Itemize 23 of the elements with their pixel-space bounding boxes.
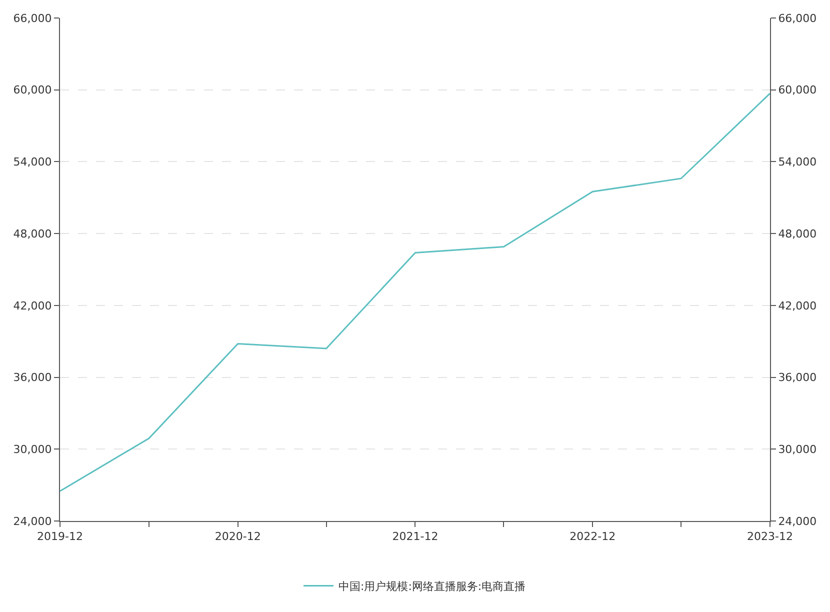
y2-tick-label: 66,000 xyxy=(778,12,817,25)
x-tick-label: 2023-12 xyxy=(747,530,793,544)
y-tick-label: 24,000 xyxy=(13,514,52,528)
y2-tick-label: 30,000 xyxy=(778,442,817,456)
y2-tick-label: 54,000 xyxy=(778,156,817,169)
x-tick-label: 2019-12 xyxy=(37,530,83,544)
y-tick-label: 36,000 xyxy=(13,371,52,384)
y-tick-label: 54,000 xyxy=(13,156,52,169)
line-series xyxy=(60,92,770,492)
y-tick-label: 30,000 xyxy=(13,442,52,456)
x-tick-label: 2020-12 xyxy=(214,530,261,544)
y-tick-label: 66,000 xyxy=(13,12,52,25)
y-tick-label: 42,000 xyxy=(13,299,52,312)
y2-tick-label: 42,000 xyxy=(778,299,817,312)
y2-tick-label: 36,000 xyxy=(778,371,817,384)
y2-tick-label: 24,000 xyxy=(778,514,817,528)
x-tick-label: 2021-12 xyxy=(392,530,438,544)
y2-tick-label: 60,000 xyxy=(778,84,817,97)
x-tick-label: 2022-12 xyxy=(570,530,616,544)
y-tick-label: 60,000 xyxy=(13,84,52,97)
legend-label: 中国:用户规模:网络直播服务:电商直播 xyxy=(338,580,526,594)
y2-tick-label: 48,000 xyxy=(778,227,817,240)
y-tick-label: 48,000 xyxy=(13,227,52,240)
